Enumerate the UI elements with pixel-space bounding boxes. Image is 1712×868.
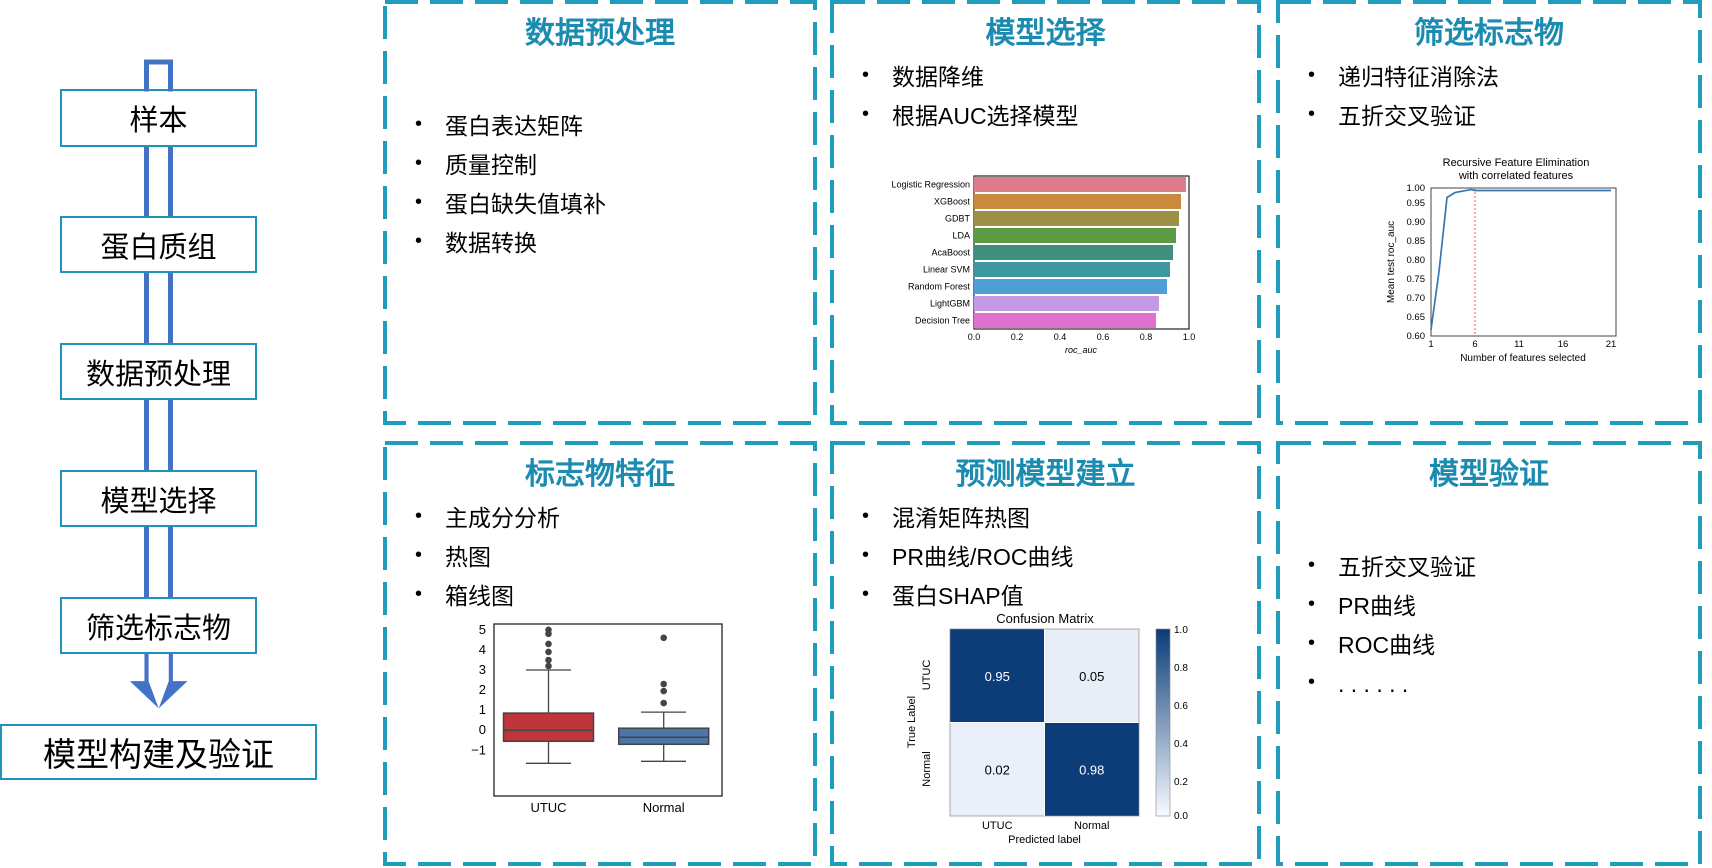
svg-text:Normal: Normal <box>643 800 685 815</box>
svg-text:0.02: 0.02 <box>985 763 1010 778</box>
svg-text:21: 21 <box>1606 339 1617 350</box>
svg-text:16: 16 <box>1558 339 1569 350</box>
svg-text:UTUC: UTUC <box>982 820 1013 832</box>
svg-text:1: 1 <box>1428 339 1433 350</box>
svg-text:0.6: 0.6 <box>1174 701 1188 712</box>
svg-text:Normal: Normal <box>1074 820 1109 832</box>
svg-text:XGBoost: XGBoost <box>934 197 971 207</box>
svg-text:Logistic Regression: Logistic Regression <box>891 180 970 190</box>
svg-text:0.60: 0.60 <box>1407 331 1426 342</box>
svg-text:0.8: 0.8 <box>1140 332 1153 342</box>
svg-text:0.0: 0.0 <box>968 332 981 342</box>
svg-text:−1: −1 <box>471 742 486 757</box>
svg-text:UTUC: UTUC <box>921 660 933 691</box>
svg-text:roc_auc: roc_auc <box>1065 345 1098 355</box>
svg-text:LightGBM: LightGBM <box>930 299 970 309</box>
svg-text:4: 4 <box>479 642 486 657</box>
svg-text:GDBT: GDBT <box>945 214 971 224</box>
svg-text:Linear SVM: Linear SVM <box>923 265 970 275</box>
svg-text:Random Forest: Random Forest <box>908 282 971 292</box>
svg-text:0.95: 0.95 <box>985 669 1010 684</box>
svg-text:0.0: 0.0 <box>1174 811 1188 822</box>
svg-text:AcaBoost: AcaBoost <box>931 248 970 258</box>
svg-text:Recursive Feature Elimination: Recursive Feature Elimination <box>1443 157 1590 169</box>
svg-text:6: 6 <box>1472 339 1477 350</box>
svg-text:1.00: 1.00 <box>1407 183 1426 194</box>
svg-text:Mean test roc_auc: Mean test roc_auc <box>1386 221 1397 303</box>
svg-text:0.90: 0.90 <box>1407 217 1426 228</box>
svg-text:0.65: 0.65 <box>1407 312 1426 323</box>
svg-text:0.75: 0.75 <box>1407 274 1426 285</box>
svg-text:0.70: 0.70 <box>1407 293 1426 304</box>
svg-text:with correlated features: with correlated features <box>1458 170 1574 182</box>
svg-text:Decision Tree: Decision Tree <box>915 316 970 326</box>
svg-text:LDA: LDA <box>952 231 970 241</box>
svg-text:0.2: 0.2 <box>1011 332 1024 342</box>
svg-text:UTUC: UTUC <box>530 800 566 815</box>
svg-text:0.4: 0.4 <box>1054 332 1067 342</box>
svg-text:0.85: 0.85 <box>1407 236 1426 247</box>
svg-text:0.8: 0.8 <box>1174 663 1188 674</box>
svg-text:Number of features selected: Number of features selected <box>1460 353 1586 364</box>
svg-text:0.6: 0.6 <box>1097 332 1110 342</box>
svg-text:2: 2 <box>479 682 486 697</box>
svg-text:Confusion Matrix: Confusion Matrix <box>996 611 1094 626</box>
svg-text:True Label: True Label <box>906 696 918 748</box>
svg-text:1.0: 1.0 <box>1174 625 1188 636</box>
svg-text:0.4: 0.4 <box>1174 739 1188 750</box>
svg-text:0.95: 0.95 <box>1407 198 1426 209</box>
svg-text:0.98: 0.98 <box>1079 763 1104 778</box>
svg-text:5: 5 <box>479 622 486 637</box>
svg-text:0.2: 0.2 <box>1174 777 1188 788</box>
svg-text:11: 11 <box>1514 339 1524 350</box>
svg-text:0.05: 0.05 <box>1079 669 1104 684</box>
svg-text:1: 1 <box>479 702 486 717</box>
svg-text:0: 0 <box>479 722 486 737</box>
svg-text:1.0: 1.0 <box>1183 332 1196 342</box>
svg-text:3: 3 <box>479 662 486 677</box>
svg-text:0.80: 0.80 <box>1407 255 1426 266</box>
svg-text:Normal: Normal <box>921 751 933 786</box>
svg-text:Predicted label: Predicted label <box>1008 834 1081 843</box>
